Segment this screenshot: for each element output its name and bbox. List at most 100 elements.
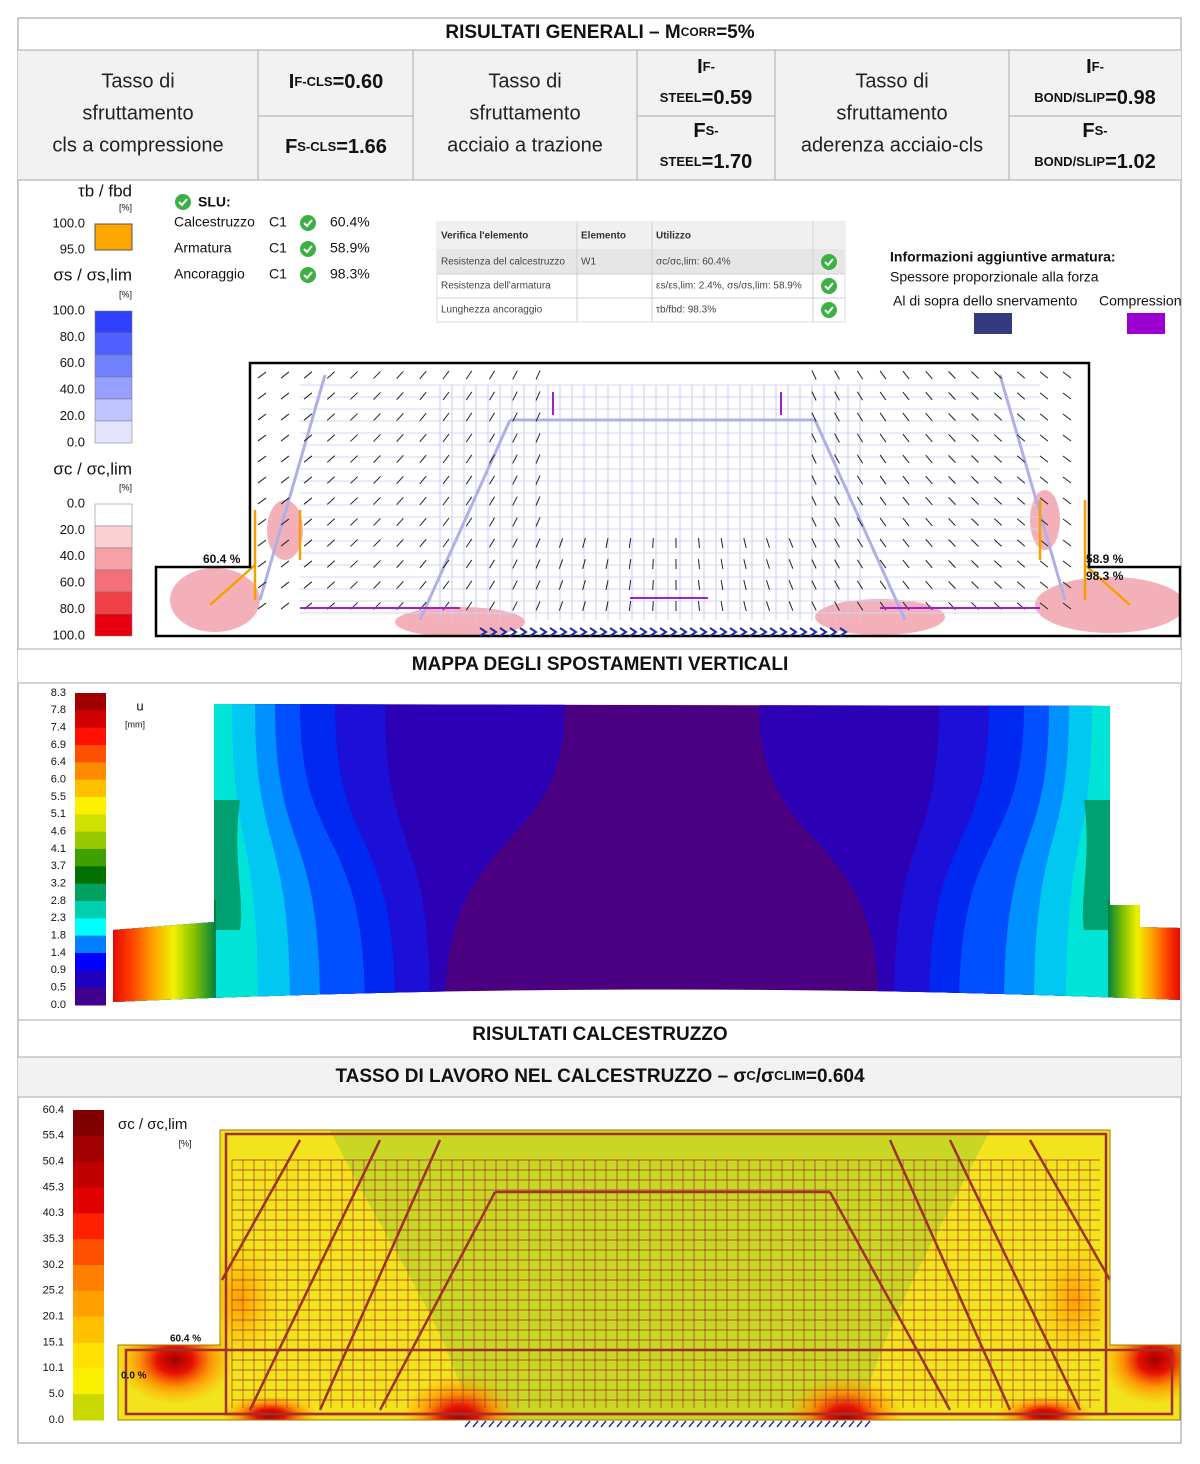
legend-tick-label: 50.4: [43, 1156, 64, 1168]
stress-vector: [628, 600, 632, 612]
legend-swatch: [94, 376, 133, 400]
stress-vector: [1016, 434, 1026, 442]
stress-vector: [465, 391, 473, 401]
stress-vector: [350, 560, 358, 568]
stress-vector: [326, 581, 336, 589]
support-hatch: [480, 1420, 487, 1428]
stress-vector: [971, 518, 979, 526]
legend-swatch: [75, 710, 106, 729]
legend-tick-label: 0.0: [67, 495, 85, 510]
description: sfruttamento: [469, 102, 580, 124]
stress-vector: [303, 497, 313, 505]
stress-vector: [948, 371, 956, 379]
stress-vector: [788, 559, 794, 569]
support-hatch: [848, 1420, 855, 1428]
support-hatch: [649, 627, 658, 637]
legend-swatch: [94, 354, 133, 378]
support-hatch: [789, 627, 798, 637]
rebar-strut: [813, 419, 907, 621]
support-hatch: [632, 1420, 639, 1428]
support-hatch: [680, 1420, 687, 1428]
stress-vector: [1016, 539, 1026, 547]
stress-map: [118, 1130, 1180, 1420]
stress-vector: [834, 538, 840, 548]
stress-vector: [512, 517, 518, 527]
rebar-diagonal: [828, 1191, 952, 1411]
factor-symbol: I: [1086, 56, 1092, 78]
stress-vector: [257, 560, 267, 568]
stress-vector: [373, 518, 381, 526]
support-hatch: [528, 1420, 535, 1428]
stress-vector: [419, 580, 427, 590]
stress-vector: [811, 496, 817, 506]
factor: IF-: [697, 56, 715, 78]
legend-tick-label: 40.0: [60, 382, 85, 397]
stress-vector: [257, 455, 267, 463]
contour-band: [1082, 800, 1110, 930]
support-hatch: [728, 1420, 735, 1428]
legend-tick-label: 0.0: [51, 999, 66, 1011]
stress-vector: [280, 602, 290, 610]
stress-vector: [834, 412, 840, 422]
legend-title: τb / fbd: [78, 181, 132, 200]
swatch-yield: [974, 313, 1012, 334]
stress-vector: [605, 538, 609, 548]
stress-vector: [350, 392, 358, 400]
subtitle-sub: C: [746, 1068, 756, 1083]
stress-vector: [558, 601, 564, 611]
stress-vector: [489, 391, 495, 401]
support-hatch: [488, 1420, 495, 1428]
factor-value: =0.60: [333, 71, 384, 93]
stress-vector: [535, 454, 541, 464]
stress-vector: [465, 559, 473, 569]
rebar-orange: [1084, 564, 1131, 606]
stress-vector: [280, 434, 290, 442]
stress-vector: [788, 601, 794, 611]
stress-vector: [834, 601, 840, 611]
support-hatch: [608, 1420, 615, 1428]
factor: FS-: [1082, 120, 1107, 142]
stress-vector: [419, 538, 427, 548]
stress-vector: [902, 433, 910, 443]
stress-vector: [1016, 518, 1026, 526]
stress-vector: [512, 580, 518, 590]
stress-vector: [811, 454, 817, 464]
stress-vector: [720, 537, 724, 549]
factor-value: =1.66: [336, 136, 387, 158]
stress-vector: [326, 518, 336, 526]
support-hatch: [864, 1420, 871, 1428]
stress-vector: [948, 539, 956, 547]
check-icon: [300, 215, 316, 231]
stress-vector: [948, 413, 956, 421]
legend-swatch: [73, 1394, 104, 1421]
legend-swatch: [75, 849, 106, 867]
stress-vector: [582, 601, 586, 611]
stress-vector: [1039, 518, 1049, 526]
legend-tick-label: 2.8: [51, 895, 66, 907]
stress-vector: [652, 600, 654, 612]
legend-swatch: [73, 1239, 104, 1266]
rebar: [124, 1348, 1174, 1416]
legend-tick-label: 100.0: [52, 627, 85, 642]
support-hatch: [559, 627, 568, 637]
stress-vector: [971, 455, 979, 463]
stress-vector: [1062, 392, 1072, 400]
support-hatch: [616, 1420, 623, 1428]
stress-vector: [558, 538, 564, 548]
legend-tick-label: 0.0: [49, 1414, 64, 1426]
support-hatch: [712, 1420, 719, 1428]
stress-vector: [419, 412, 427, 422]
stress-vector: [765, 580, 771, 590]
stress-vector: [856, 517, 864, 527]
legend-swatch: [73, 1135, 104, 1163]
stress-vector: [373, 434, 381, 442]
legend-unit: [%]: [178, 1138, 191, 1148]
factor-symbol: F: [285, 136, 297, 158]
stress-vector: [350, 497, 358, 505]
support-hatch: [520, 1420, 527, 1428]
title-sub: CORR: [681, 25, 717, 39]
support-hatch: [592, 1420, 599, 1428]
stress-vector: [373, 371, 381, 379]
stress-vector: [465, 538, 473, 548]
legend-swatch: [94, 398, 133, 422]
